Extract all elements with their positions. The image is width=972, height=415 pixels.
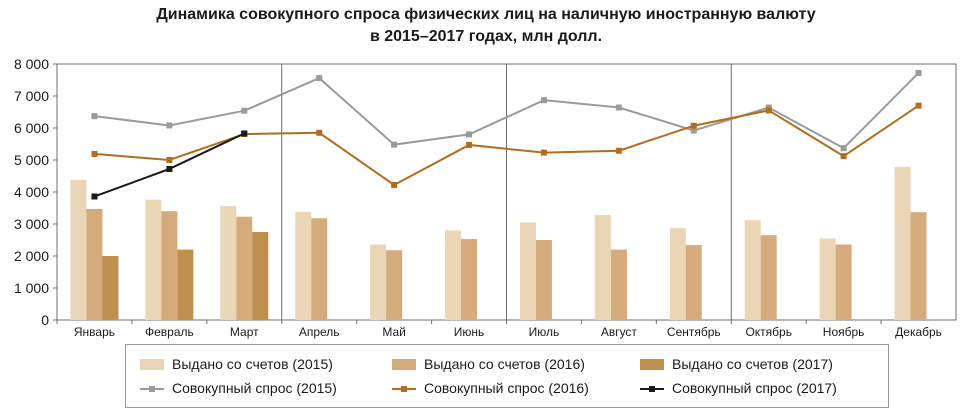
bar (86, 208, 103, 320)
bar (386, 250, 403, 320)
legend-swatch (140, 358, 164, 370)
bar (760, 235, 777, 320)
bar (835, 244, 852, 320)
x-tick-label: Июль (529, 325, 560, 339)
series-point (91, 113, 98, 120)
x-tick-label: Июнь (454, 325, 485, 339)
y-tick-label: 4 000 (14, 184, 49, 200)
series-point (91, 150, 98, 157)
y-tick-label: 3 000 (14, 216, 49, 232)
bar (610, 249, 627, 320)
legend-item-demand-2015: Совокупный спрос (2015) (140, 378, 337, 398)
series-point (540, 97, 547, 104)
legend-item-demand-2017: Совокупный спрос (2017) (640, 378, 837, 398)
x-tick-label: Март (230, 325, 259, 339)
bar (669, 228, 686, 320)
series-point (391, 181, 398, 188)
series-point (765, 107, 772, 114)
series-point (466, 131, 473, 138)
legend-swatch (392, 358, 416, 370)
series-line (94, 72, 920, 150)
series-point (840, 145, 847, 152)
series-point (166, 157, 173, 163)
bar (295, 211, 312, 320)
bar (535, 240, 552, 320)
y-tick-label: 6 000 (14, 120, 49, 136)
legend-label: Совокупный спрос (2017) (672, 380, 837, 396)
bar (236, 216, 253, 320)
bar (145, 199, 162, 320)
chart-title: Динамика совокупного спроса физических л… (156, 6, 816, 23)
x-tick-label: Ноябрь (823, 325, 865, 339)
y-tick-label: 5 000 (14, 152, 49, 168)
y-tick-label: 0 (41, 312, 49, 328)
bar (685, 245, 702, 320)
bar (519, 222, 536, 320)
chart-subtitle: в 2015–2017 годах, млн долл. (369, 28, 603, 45)
series-point (840, 153, 847, 160)
bar (102, 256, 119, 320)
series-point (915, 102, 922, 109)
bar (594, 215, 611, 320)
bar (177, 249, 194, 320)
legend-swatch (140, 383, 164, 394)
x-tick-label: Декабрь (895, 325, 942, 339)
series-point (540, 149, 547, 156)
bar (370, 244, 387, 320)
legend-swatch (640, 358, 664, 370)
chart-title-block: Динамика совокупного спроса физических л… (0, 4, 972, 48)
series-point (915, 69, 922, 76)
series-point (241, 107, 248, 114)
bar (161, 211, 178, 320)
legend-item-demand-2016: Совокупный спрос (2016) (392, 378, 589, 398)
x-tick-label: Сентябрь (667, 325, 721, 339)
legend-label: Совокупный спрос (2015) (172, 380, 337, 396)
x-tick-label: Февраль (145, 325, 194, 339)
series-point (466, 141, 473, 148)
y-tick-label: 8 000 (14, 56, 49, 72)
series-point (615, 104, 622, 111)
legend-label: Выдано со счетов (2015) (172, 356, 333, 372)
chart-legend: Выдано со счетов (2015) Выдано со счетов… (125, 344, 889, 408)
series-point (166, 122, 173, 129)
bar (220, 206, 237, 320)
x-tick-label: Апрель (299, 325, 340, 339)
bar (910, 212, 927, 320)
bar (311, 218, 328, 320)
bar (445, 230, 462, 320)
series-point (166, 165, 173, 172)
legend-item-issued-2015: Выдано со счетов (2015) (140, 354, 333, 374)
x-tick-label: Январь (74, 325, 115, 339)
legend-item-issued-2017: Выдано со счетов (2017) (640, 354, 833, 374)
legend-swatch (640, 383, 664, 394)
bar (819, 238, 836, 320)
bar (894, 167, 911, 320)
legend-label: Выдано со счетов (2017) (672, 356, 833, 372)
chart-plot: 0 1 000 2 000 3 000 4 000 5 000 6 000 7 000 8 00… (14, 56, 957, 339)
series-point (690, 122, 697, 129)
legend-label: Совокупный спрос (2016) (424, 380, 589, 396)
series-point (615, 147, 622, 154)
bar (461, 239, 478, 320)
legend-label: Выдано со счетов (2016) (424, 356, 585, 372)
series-point (316, 75, 323, 82)
x-tick-label: Май (382, 325, 406, 339)
bar (744, 220, 761, 320)
x-tick-label: Октябрь (745, 325, 792, 339)
bar (70, 179, 87, 320)
y-tick-label: 7 000 (14, 88, 49, 104)
series-point (316, 129, 323, 136)
legend-swatch (392, 383, 416, 394)
series-point (391, 141, 398, 148)
series-point (241, 130, 248, 137)
legend-item-issued-2016: Выдано со счетов (2016) (392, 354, 585, 374)
y-tick-label: 1 000 (14, 280, 49, 296)
series-point (91, 193, 98, 200)
series-point (690, 127, 697, 134)
y-tick-label: 2 000 (14, 248, 49, 264)
bar (252, 232, 269, 320)
x-tick-label: Август (601, 325, 638, 339)
